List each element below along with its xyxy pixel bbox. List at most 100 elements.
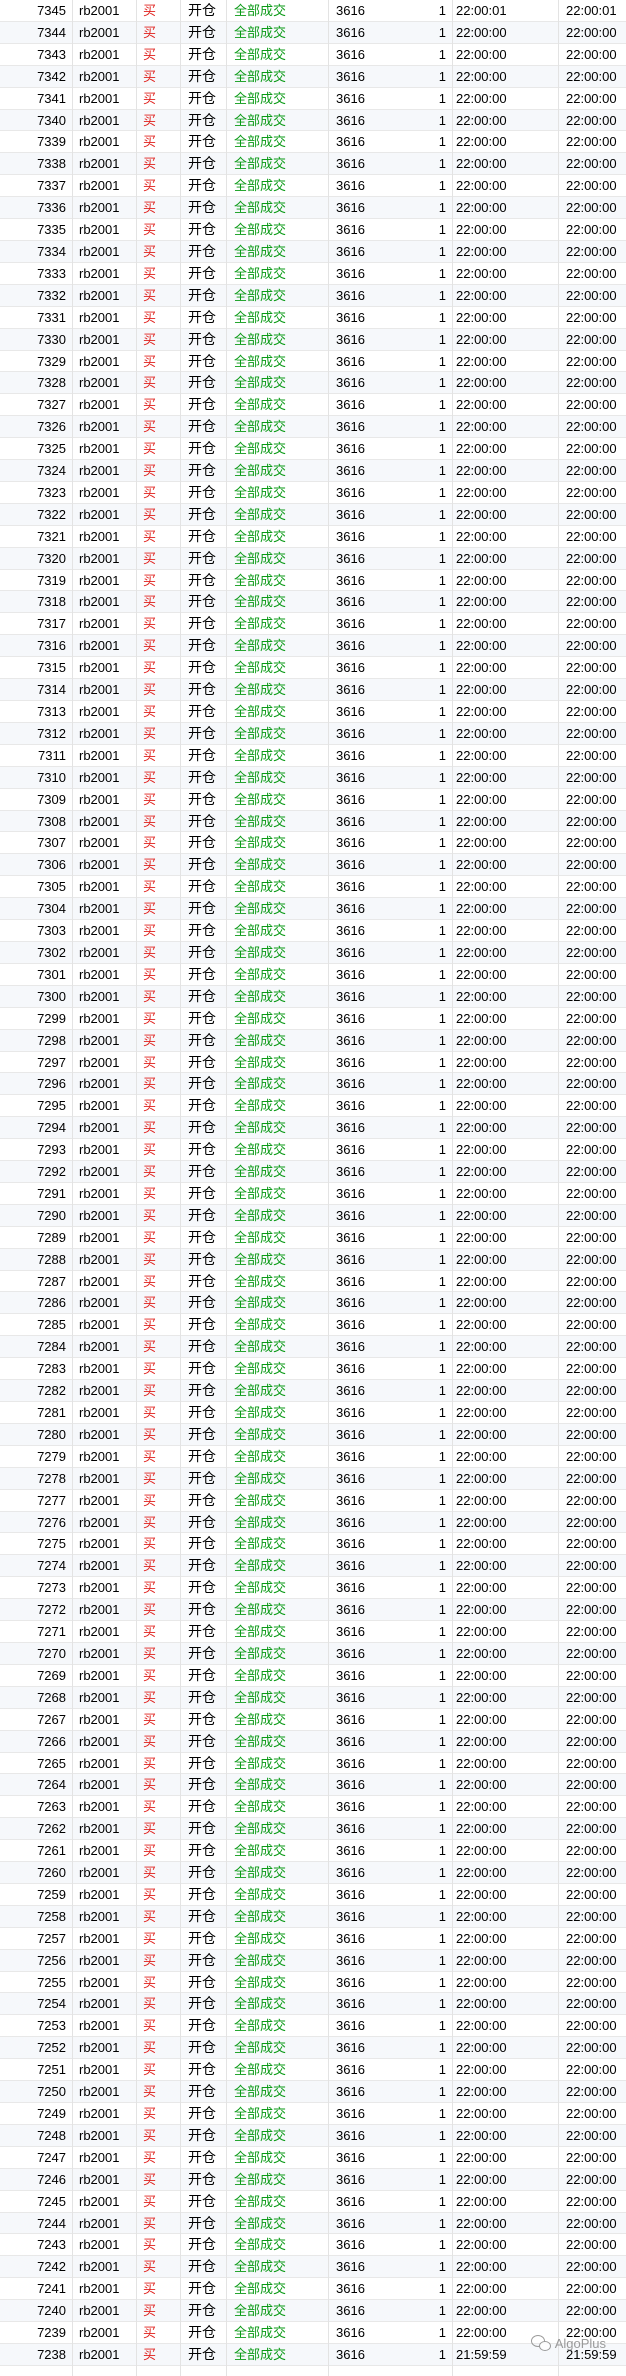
table-row[interactable]: 7281 rb2001 买 开仓 全部成交 3616 1 22:00:00 22:00:00 [0, 1402, 626, 1424]
table-row[interactable]: 7321 rb2001 买 开仓 全部成交 3616 1 22:00:00 22:00:00 [0, 525, 626, 548]
table-row[interactable]: 7302 rb2001 买 开仓 全部成交 3616 1 22:00:00 22:00:00 [0, 941, 626, 964]
table-row[interactable]: 7271 rb2001 买 开仓 全部成交 3616 1 22:00:00 22:00:00 [0, 1621, 626, 1643]
table-row[interactable]: 7277 rb2001 买 开仓 全部成交 3616 1 22:00:00 22:00:00 [0, 1489, 626, 1512]
table-row[interactable]: 7305 rb2001 买 开仓 全部成交 3616 1 22:00:00 22:00:00 [0, 876, 626, 899]
table-row[interactable]: 7270 rb2001 买 开仓 全部成交 3616 1 22:00:00 22:00:00 [0, 1642, 626, 1665]
table-row[interactable]: 7322 rb2001 买 开仓 全部成交 3616 1 22:00:00 22:00:00 [0, 503, 626, 526]
table-row[interactable]: 7261 rb2001 买 开仓 全部成交 3616 1 22:00:00 22:00:00 [0, 1840, 626, 1863]
table-row[interactable]: 7292 rb2001 买 开仓 全部成交 3616 1 22:00:00 22:00:00 [0, 1161, 626, 1183]
table-row[interactable]: 7310 rb2001 买 开仓 全部成交 3616 1 22:00:00 22:00:00 [0, 766, 626, 789]
table-row[interactable]: 7268 rb2001 买 开仓 全部成交 3616 1 22:00:00 22:00:00 [0, 1686, 626, 1709]
table-row[interactable]: 7304 rb2001 买 开仓 全部成交 3616 1 22:00:00 22:00:00 [0, 898, 626, 921]
table-row[interactable]: 7334 rb2001 买 开仓 全部成交 3616 1 22:00:00 22:00:00 [0, 240, 626, 263]
table-row[interactable]: 7244 rb2001 买 开仓 全部成交 3616 1 22:00:00 22:00:00 [0, 2212, 626, 2235]
table-row[interactable]: 7242 rb2001 买 开仓 全部成交 3616 1 22:00:00 22:00:00 [0, 2256, 626, 2279]
table-row[interactable]: 7328 rb2001 买 开仓 全部成交 3616 1 22:00:00 22:00:00 [0, 372, 626, 395]
table-row[interactable]: 7290 rb2001 买 开仓 全部成交 3616 1 22:00:00 22:00:00 [0, 1204, 626, 1227]
table-row[interactable]: 7253 rb2001 买 开仓 全部成交 3616 1 22:00:00 22:00:00 [0, 2015, 626, 2038]
table-row[interactable]: 7327 rb2001 买 开仓 全部成交 3616 1 22:00:00 22:00:00 [0, 394, 626, 417]
table-row[interactable]: 7239 rb2001 买 开仓 全部成交 3616 1 22:00:00 22:00:00 [0, 2322, 626, 2344]
table-row[interactable]: 7259 rb2001 买 开仓 全部成交 3616 1 22:00:00 22:00:00 [0, 1883, 626, 1906]
table-row[interactable]: 7314 rb2001 买 开仓 全部成交 3616 1 22:00:00 22:00:00 [0, 679, 626, 701]
table-row[interactable]: 7275 rb2001 买 开仓 全部成交 3616 1 22:00:00 22:00:00 [0, 1533, 626, 1556]
table-row[interactable]: 7320 rb2001 买 开仓 全部成交 3616 1 22:00:00 22:00:00 [0, 547, 626, 570]
table-row[interactable]: 7333 rb2001 买 开仓 全部成交 3616 1 22:00:00 22:00:00 [0, 262, 626, 285]
table-row[interactable]: 7315 rb2001 买 开仓 全部成交 3616 1 22:00:00 22:00:00 [0, 657, 626, 680]
table-row[interactable]: 7274 rb2001 买 开仓 全部成交 3616 1 22:00:00 22:00:00 [0, 1555, 626, 1578]
table-row[interactable]: 7248 rb2001 买 开仓 全部成交 3616 1 22:00:00 22:00:00 [0, 2124, 626, 2147]
table-row[interactable]: 7249 rb2001 买 开仓 全部成交 3616 1 22:00:00 22:00:00 [0, 2103, 626, 2125]
table-row[interactable]: 7266 rb2001 买 开仓 全部成交 3616 1 22:00:00 22:00:00 [0, 1730, 626, 1753]
table-row[interactable]: 7345 rb2001 买 开仓 全部成交 3616 1 22:00:01 22:00:01 [0, 0, 626, 22]
table-row[interactable]: 7258 rb2001 买 开仓 全部成交 3616 1 22:00:00 22:00:00 [0, 1905, 626, 1928]
table-row[interactable]: 7306 rb2001 买 开仓 全部成交 3616 1 22:00:00 22:00:00 [0, 854, 626, 877]
table-row[interactable]: 7278 rb2001 买 开仓 全部成交 3616 1 22:00:00 22:00:00 [0, 1467, 626, 1490]
table-row[interactable]: 7285 rb2001 买 开仓 全部成交 3616 1 22:00:00 22:00:00 [0, 1314, 626, 1337]
table-row[interactable]: 7340 rb2001 买 开仓 全部成交 3616 1 22:00:00 22:00:00 [0, 109, 626, 132]
table-row[interactable]: 7317 rb2001 买 开仓 全部成交 3616 1 22:00:00 22:00:00 [0, 613, 626, 636]
table-row[interactable]: 7296 rb2001 买 开仓 全部成交 3616 1 22:00:00 22:00:00 [0, 1073, 626, 1096]
table-row[interactable]: 7341 rb2001 买 开仓 全部成交 3616 1 22:00:00 22:00:00 [0, 87, 626, 110]
table-row[interactable]: 7283 rb2001 买 开仓 全部成交 3616 1 22:00:00 22:00:00 [0, 1358, 626, 1381]
table-row[interactable]: 7293 rb2001 买 开仓 全部成交 3616 1 22:00:00 22:00:00 [0, 1139, 626, 1162]
table-row[interactable]: 7282 rb2001 买 开仓 全部成交 3616 1 22:00:00 22:00:00 [0, 1380, 626, 1402]
table-row[interactable]: 7273 rb2001 买 开仓 全部成交 3616 1 22:00:00 22:00:00 [0, 1577, 626, 1600]
table-row[interactable]: 7262 rb2001 买 开仓 全部成交 3616 1 22:00:00 22:00:00 [0, 1818, 626, 1841]
table-row[interactable]: 7252 rb2001 买 开仓 全部成交 3616 1 22:00:00 22:00:00 [0, 2037, 626, 2060]
table-row[interactable]: 7308 rb2001 买 开仓 全部成交 3616 1 22:00:00 22:00:00 [0, 810, 626, 833]
table-row[interactable]: 7342 rb2001 买 开仓 全部成交 3616 1 22:00:00 22:00:00 [0, 65, 626, 88]
table-row[interactable]: 7247 rb2001 买 开仓 全部成交 3616 1 22:00:00 22:00:00 [0, 2146, 626, 2169]
table-row[interactable]: 7245 rb2001 买 开仓 全部成交 3616 1 22:00:00 22:00:00 [0, 2190, 626, 2213]
table-row[interactable]: 7300 rb2001 买 开仓 全部成交 3616 1 22:00:00 22:00:00 [0, 985, 626, 1008]
table-row[interactable]: 7297 rb2001 买 开仓 全部成交 3616 1 22:00:00 22:00:00 [0, 1051, 626, 1074]
table-row[interactable]: 7337 rb2001 买 开仓 全部成交 3616 1 22:00:00 22:00:00 [0, 175, 626, 198]
table-row[interactable]: 7303 rb2001 买 开仓 全部成交 3616 1 22:00:00 22:00:00 [0, 920, 626, 942]
table-row[interactable]: 7288 rb2001 买 开仓 全部成交 3616 1 22:00:00 22:00:00 [0, 1248, 626, 1271]
table-row[interactable]: 7279 rb2001 买 开仓 全部成交 3616 1 22:00:00 22:00:00 [0, 1445, 626, 1468]
table-row[interactable]: 7243 rb2001 买 开仓 全部成交 3616 1 22:00:00 22:00:00 [0, 2234, 626, 2257]
table-row[interactable]: 7330 rb2001 买 开仓 全部成交 3616 1 22:00:00 22:00:00 [0, 328, 626, 351]
table-row[interactable]: 7309 rb2001 买 开仓 全部成交 3616 1 22:00:00 22:00:00 [0, 788, 626, 811]
table-row[interactable]: 7336 rb2001 买 开仓 全部成交 3616 1 22:00:00 22:00:00 [0, 197, 626, 220]
table-row[interactable]: 7332 rb2001 买 开仓 全部成交 3616 1 22:00:00 22:00:00 [0, 284, 626, 307]
table-row[interactable]: 7272 rb2001 买 开仓 全部成交 3616 1 22:00:00 22:00:00 [0, 1599, 626, 1622]
table-row[interactable]: 7323 rb2001 买 开仓 全部成交 3616 1 22:00:00 22:00:00 [0, 481, 626, 504]
table-row[interactable]: 7344 rb2001 买 开仓 全部成交 3616 1 22:00:00 22:00:00 [0, 21, 626, 44]
table-row[interactable]: 7338 rb2001 买 开仓 全部成交 3616 1 22:00:00 22:00:00 [0, 153, 626, 176]
table-row[interactable]: 7335 rb2001 买 开仓 全部成交 3616 1 22:00:00 22:00:00 [0, 219, 626, 241]
table-row[interactable]: 7255 rb2001 买 开仓 全部成交 3616 1 22:00:00 22:00:00 [0, 1971, 626, 1994]
table-row[interactable]: 7326 rb2001 买 开仓 全部成交 3616 1 22:00:00 22:00:00 [0, 416, 626, 439]
table-row[interactable]: 7289 rb2001 买 开仓 全部成交 3616 1 22:00:00 22:00:00 [0, 1226, 626, 1249]
table-row[interactable]: 7324 rb2001 买 开仓 全部成交 3616 1 22:00:00 22:00:00 [0, 460, 626, 482]
table-row[interactable]: 7331 rb2001 买 开仓 全部成交 3616 1 22:00:00 22:00:00 [0, 306, 626, 329]
table-row[interactable]: 7295 rb2001 买 开仓 全部成交 3616 1 22:00:00 22:00:00 [0, 1095, 626, 1118]
table-row[interactable]: 7254 rb2001 买 开仓 全部成交 3616 1 22:00:00 22:00:00 [0, 1993, 626, 2016]
table-row[interactable]: 7260 rb2001 买 开仓 全部成交 3616 1 22:00:00 22:00:00 [0, 1862, 626, 1884]
table-row[interactable]: 7339 rb2001 买 开仓 全部成交 3616 1 22:00:00 22:00:00 [0, 131, 626, 154]
table-row[interactable]: 7311 rb2001 买 开仓 全部成交 3616 1 22:00:00 22:00:00 [0, 744, 626, 767]
table-row[interactable]: 7264 rb2001 买 开仓 全部成交 3616 1 22:00:00 22:00:00 [0, 1774, 626, 1797]
table-row[interactable]: 7257 rb2001 买 开仓 全部成交 3616 1 22:00:00 22:00:00 [0, 1927, 626, 1950]
table-row[interactable]: 7251 rb2001 买 开仓 全部成交 3616 1 22:00:00 22:00:00 [0, 2059, 626, 2082]
table-row[interactable]: 7329 rb2001 买 开仓 全部成交 3616 1 22:00:00 22:00:00 [0, 350, 626, 373]
table-row[interactable]: 7299 rb2001 买 开仓 全部成交 3616 1 22:00:00 22:00:00 [0, 1007, 626, 1030]
table-row[interactable]: 7269 rb2001 买 开仓 全部成交 3616 1 22:00:00 22:00:00 [0, 1664, 626, 1687]
table-row[interactable]: 7319 rb2001 买 开仓 全部成交 3616 1 22:00:00 22:00:00 [0, 569, 626, 592]
table-row[interactable]: 7343 rb2001 买 开仓 全部成交 3616 1 22:00:00 22:00:00 [0, 43, 626, 66]
table-row[interactable]: 7267 rb2001 买 开仓 全部成交 3616 1 22:00:00 22:00:00 [0, 1708, 626, 1731]
table-row[interactable]: 7284 rb2001 买 开仓 全部成交 3616 1 22:00:00 22:00:00 [0, 1336, 626, 1359]
table-row[interactable]: 7301 rb2001 买 开仓 全部成交 3616 1 22:00:00 22:00:00 [0, 963, 626, 986]
table-row[interactable]: 7238 rb2001 买 开仓 全部成交 3616 1 21:59:59 21:59:59 [0, 2343, 626, 2366]
table-row[interactable]: 7298 rb2001 买 开仓 全部成交 3616 1 22:00:00 22:00:00 [0, 1029, 626, 1052]
table-row[interactable]: 7316 rb2001 买 开仓 全部成交 3616 1 22:00:00 22:00:00 [0, 635, 626, 658]
table-row[interactable]: 7318 rb2001 买 开仓 全部成交 3616 1 22:00:00 22:00:00 [0, 591, 626, 614]
table-row[interactable]: 7246 rb2001 买 开仓 全部成交 3616 1 22:00:00 22:00:00 [0, 2168, 626, 2191]
table-row[interactable]: 7256 rb2001 买 开仓 全部成交 3616 1 22:00:00 22:00:00 [0, 1949, 626, 1972]
table-row[interactable]: 7276 rb2001 买 开仓 全部成交 3616 1 22:00:00 22:00:00 [0, 1511, 626, 1534]
table-row[interactable]: 7313 rb2001 买 开仓 全部成交 3616 1 22:00:00 22:00:00 [0, 701, 626, 723]
table-row[interactable]: 7265 rb2001 买 开仓 全部成交 3616 1 22:00:00 22:00:00 [0, 1752, 626, 1775]
table-row[interactable]: 7240 rb2001 买 开仓 全部成交 3616 1 22:00:00 22:00:00 [0, 2300, 626, 2323]
table-row[interactable]: 7312 rb2001 买 开仓 全部成交 3616 1 22:00:00 22:00:00 [0, 722, 626, 745]
table-row[interactable]: 7287 rb2001 买 开仓 全部成交 3616 1 22:00:00 22:00:00 [0, 1270, 626, 1293]
table-row[interactable]: 7250 rb2001 买 开仓 全部成交 3616 1 22:00:00 22:00:00 [0, 2081, 626, 2103]
